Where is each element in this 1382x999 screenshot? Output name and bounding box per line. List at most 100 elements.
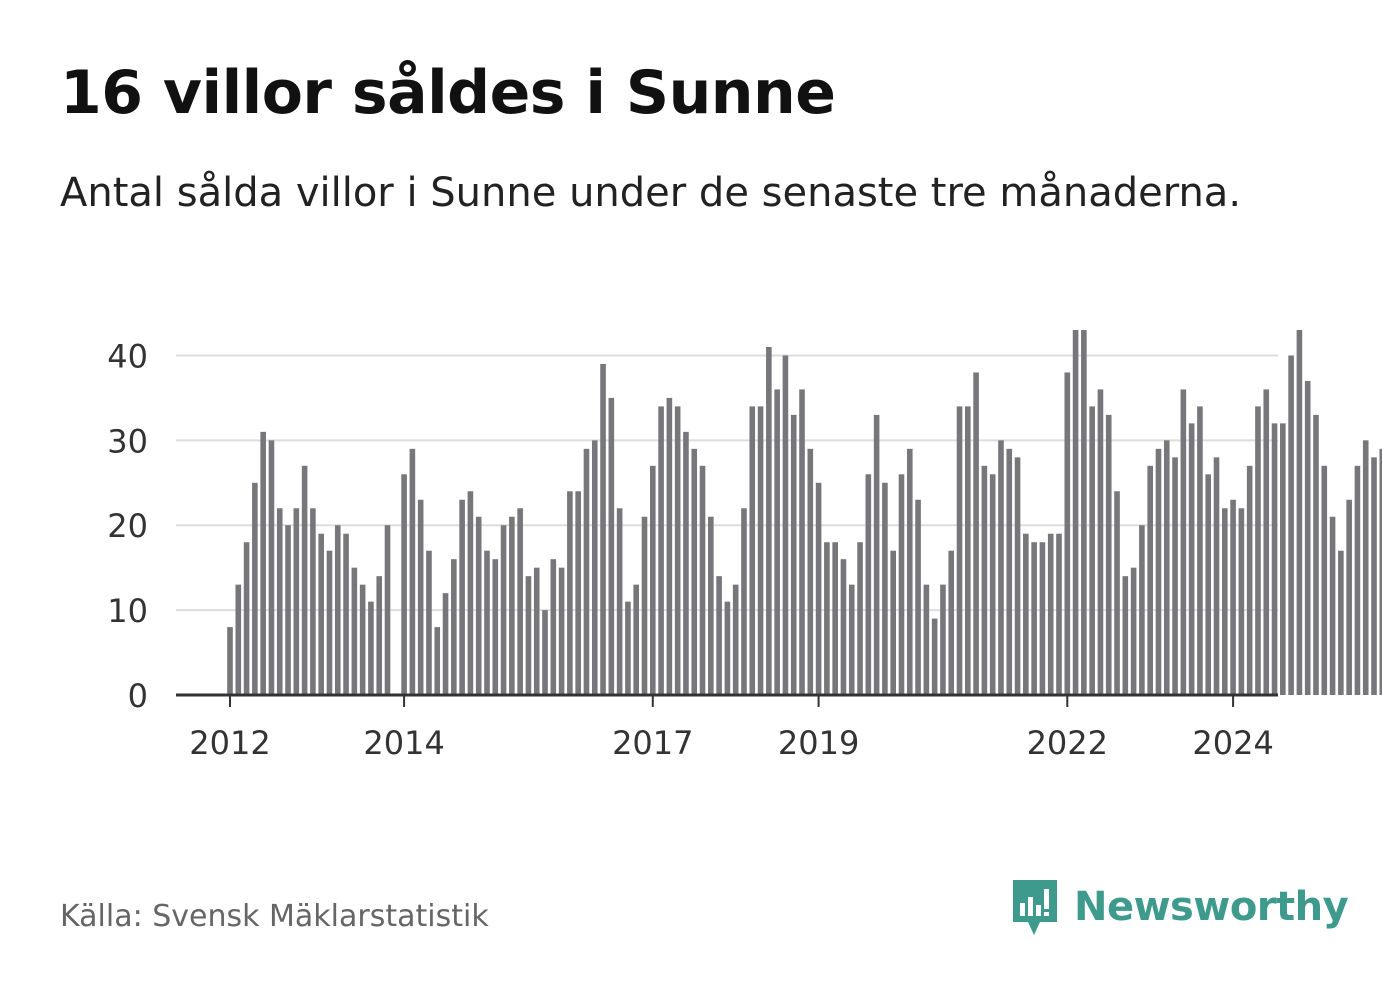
bar [1296, 330, 1303, 695]
bar [1072, 330, 1079, 695]
y-tick-label: 10 [107, 592, 148, 630]
bar [948, 550, 955, 695]
bar [848, 584, 855, 695]
bar [326, 550, 333, 695]
bar [1230, 499, 1236, 695]
bar [334, 525, 341, 695]
bar [359, 584, 366, 695]
bar [1255, 406, 1261, 695]
bar [641, 516, 648, 695]
bar [1271, 423, 1278, 695]
bar [1155, 448, 1162, 695]
y-tick-label: 20 [107, 507, 148, 545]
bar [1246, 465, 1253, 695]
bar [774, 389, 780, 695]
bar [998, 440, 1004, 695]
newsworthy-logo-icon [1013, 880, 1057, 935]
bar [857, 542, 863, 695]
bar [1205, 474, 1212, 695]
x-tick-label: 2019 [778, 724, 859, 762]
bar [310, 508, 316, 695]
bar [1180, 389, 1187, 695]
bar [1081, 330, 1087, 695]
bar [708, 516, 714, 695]
bar [517, 508, 523, 695]
bar [790, 414, 797, 695]
brand-logo: Newsworthy [1010, 877, 1349, 937]
bar [426, 550, 432, 695]
bar [318, 533, 324, 695]
bar [451, 559, 457, 695]
bar [1304, 380, 1311, 695]
bar [1321, 465, 1328, 695]
bar [467, 491, 474, 695]
bar [1222, 508, 1228, 695]
bar [1139, 525, 1145, 695]
bar [591, 440, 598, 695]
bar [782, 355, 789, 695]
bar [1338, 550, 1344, 695]
bar [1354, 465, 1361, 695]
bar [1379, 448, 1382, 695]
x-tick-label: 2017 [612, 724, 693, 762]
bar [940, 584, 946, 695]
bar [1280, 423, 1286, 695]
bar [583, 448, 590, 695]
bar [906, 448, 913, 695]
bar [285, 525, 291, 695]
bar [625, 601, 631, 695]
bar [600, 363, 606, 695]
bar [956, 406, 963, 695]
bar [1371, 457, 1377, 695]
bar [1006, 448, 1013, 695]
bar [1329, 516, 1336, 695]
bar [658, 406, 664, 695]
bar [475, 516, 482, 695]
bar [973, 372, 979, 695]
bar [741, 508, 747, 695]
bar [807, 448, 814, 695]
bar [1064, 372, 1071, 695]
bar [1056, 533, 1062, 695]
bar [1122, 576, 1129, 695]
x-tick-label: 2012 [189, 724, 270, 762]
bar [683, 431, 689, 695]
bar [384, 525, 391, 695]
bar [575, 491, 581, 695]
bar [923, 584, 930, 695]
bar [1346, 499, 1352, 695]
bar [1047, 533, 1054, 695]
bar [716, 576, 722, 695]
bar [301, 465, 308, 695]
bar [799, 389, 805, 695]
bar [1362, 440, 1369, 695]
bar [533, 567, 540, 695]
bar [1114, 491, 1120, 695]
bar [898, 474, 905, 695]
bar [1130, 567, 1137, 695]
y-tick-label: 40 [107, 337, 148, 375]
bar [1288, 355, 1294, 695]
y-tick-label: 0 [128, 677, 148, 715]
bar [442, 593, 449, 695]
bar [882, 482, 888, 695]
bar [840, 559, 847, 695]
x-tick-label: 2022 [1027, 724, 1108, 762]
bar [1238, 508, 1245, 695]
chart-title: 16 villor såldes i Sunne [60, 58, 836, 128]
bar [649, 465, 656, 695]
bar [1089, 406, 1095, 695]
x-tick-label: 2024 [1192, 724, 1273, 762]
bar [351, 567, 358, 695]
bar [732, 584, 739, 695]
x-tick-label: 2014 [363, 724, 444, 762]
bar [608, 397, 615, 695]
bar [542, 610, 548, 695]
bar [252, 482, 258, 695]
chart-subtitle: Antal sålda villor i Sunne under de sena… [60, 170, 1242, 216]
bar [865, 474, 872, 695]
bar [260, 431, 266, 695]
bar [1014, 457, 1021, 695]
bar [633, 584, 640, 695]
bar [1023, 533, 1029, 695]
